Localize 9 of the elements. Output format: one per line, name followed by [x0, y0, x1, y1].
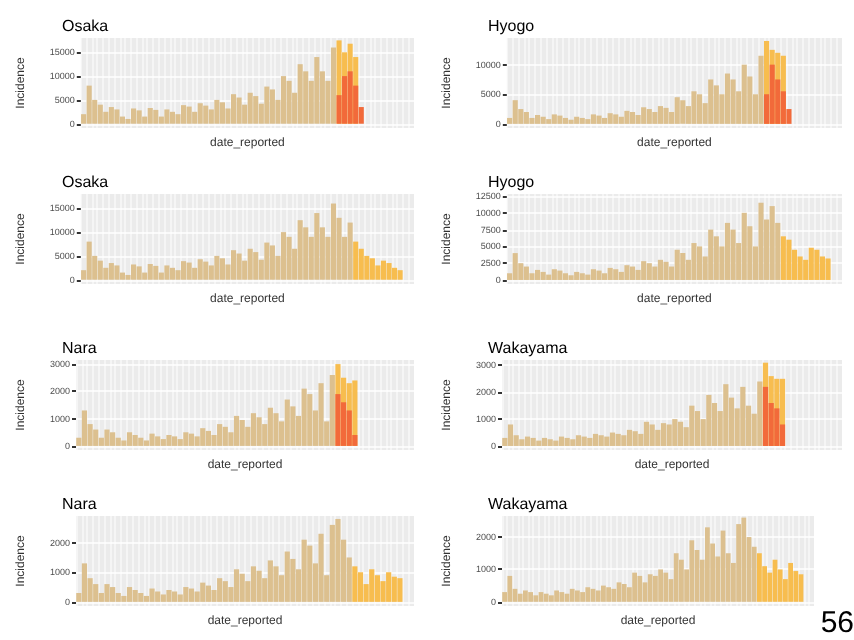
chart-title: Nara [62, 495, 98, 513]
chart-title: Hyogo [488, 173, 536, 191]
chart-title: Osaka [62, 173, 110, 191]
text: 56 [820, 606, 854, 640]
chart-title: Hyogo [488, 17, 536, 35]
chart-title: Nara [62, 339, 98, 357]
chart-title: Wakayama [488, 339, 569, 357]
chart-title: Osaka [62, 17, 110, 35]
chart-title: Wakayama [488, 495, 569, 513]
